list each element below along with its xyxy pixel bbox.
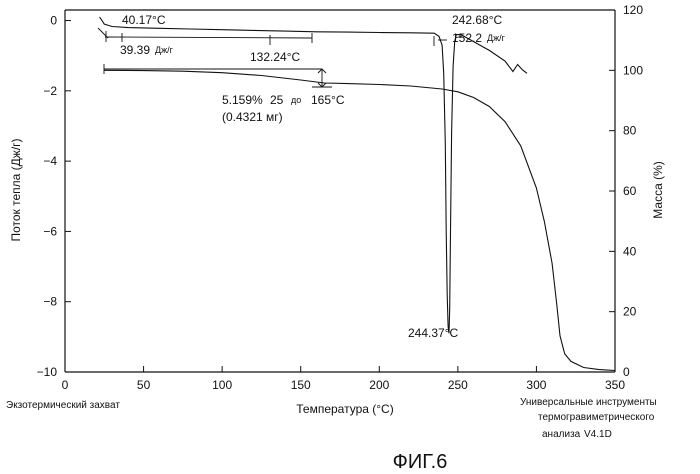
left-y-ticks: 0 −2 −4 −6 −8 −10 bbox=[37, 14, 71, 379]
x-tick-label: 250 bbox=[448, 378, 468, 392]
end-temp-label: 132.24°C bbox=[250, 50, 301, 64]
left-y-axis-title: Поток тепла (Дж/г) bbox=[9, 138, 23, 241]
right-y-tick-label: 100 bbox=[623, 63, 643, 77]
x-ticks: 0 50 100 150 200 250 300 350 bbox=[62, 366, 626, 392]
enthalpy-1-unit: Дж/г bbox=[155, 45, 174, 55]
enthalpy-2-label: 152.2 bbox=[452, 31, 482, 45]
instrument-line-1: Универсальные инструменты bbox=[520, 397, 657, 408]
right-y-tick-label: 0 bbox=[623, 365, 630, 379]
left-y-tick-label: −8 bbox=[43, 295, 57, 309]
x-tick-label: 0 bbox=[62, 378, 69, 392]
right-y-tick-label: 120 bbox=[623, 3, 643, 17]
mass-loss-to-temp: 165°C bbox=[311, 93, 345, 107]
x-axis-title: Температура (°C) bbox=[296, 402, 393, 416]
instrument-version: V4.1D bbox=[584, 429, 612, 440]
x-tick-label: 300 bbox=[526, 378, 546, 392]
onset-temp-label: 40.17°C bbox=[122, 13, 166, 27]
right-y-tick-label: 40 bbox=[623, 244, 637, 258]
integration-line bbox=[105, 37, 312, 38]
enthalpy-1-label: 39.39 bbox=[120, 43, 150, 57]
right-y-tick-label: 80 bbox=[623, 124, 637, 138]
x-tick-label: 100 bbox=[212, 378, 232, 392]
baseline-start-marker bbox=[98, 28, 108, 38]
left-y-tick-label: −4 bbox=[43, 154, 57, 168]
enthalpy-2-unit: Дж/г bbox=[487, 33, 506, 43]
right-y-ticks: 120 100 80 60 40 20 0 bbox=[609, 3, 643, 379]
exotherm-direction-label: Экзотермический захват bbox=[6, 400, 120, 411]
x-tick-label: 150 bbox=[291, 378, 311, 392]
right-y-tick-label: 60 bbox=[623, 184, 637, 198]
heat-flow-curve bbox=[100, 17, 527, 333]
peak-onset-label: 242.68°C bbox=[452, 13, 503, 27]
x-tick-label: 350 bbox=[605, 378, 625, 392]
mass-curve bbox=[104, 70, 615, 370]
figure-label: ФИГ.6 bbox=[393, 451, 448, 473]
left-y-tick-label: −6 bbox=[43, 224, 57, 238]
instrument-line-3a: анализа bbox=[542, 429, 581, 440]
mass-loss-mg: (0.4321 мг) bbox=[222, 110, 283, 124]
right-y-axis-title: Масса (%) bbox=[651, 161, 665, 218]
right-y-tick-label: 20 bbox=[623, 305, 637, 319]
peak-temp-label: 244.37°C bbox=[408, 326, 459, 340]
mass-loss-from: 25 bbox=[270, 93, 284, 107]
left-y-tick-label: 0 bbox=[50, 14, 57, 28]
mass-loss-percent: 5.159% bbox=[222, 93, 263, 107]
mass-loss-to-word: до bbox=[291, 95, 301, 105]
instrument-line-2: термогравиметрического bbox=[538, 412, 655, 423]
left-y-tick-label: −10 bbox=[37, 365, 58, 379]
x-tick-label: 200 bbox=[369, 378, 389, 392]
left-y-tick-label: −2 bbox=[43, 84, 57, 98]
x-tick-label: 50 bbox=[137, 378, 151, 392]
